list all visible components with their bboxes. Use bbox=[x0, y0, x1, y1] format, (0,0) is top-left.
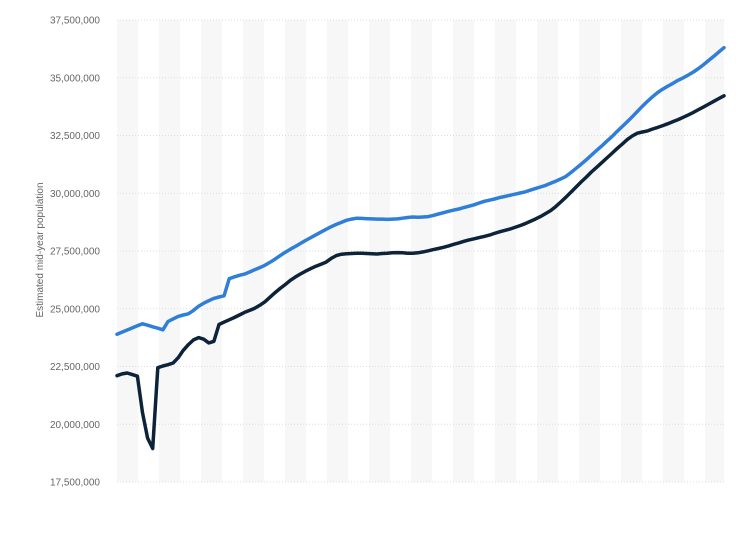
y-tick-label: 37,500,000 bbox=[50, 16, 100, 27]
y-tick-label: 20,000,000 bbox=[50, 420, 100, 431]
series-line-1 bbox=[115, 45, 726, 336]
y-tick-label: 22,500,000 bbox=[50, 362, 100, 373]
y-tick-label: 35,000,000 bbox=[50, 73, 100, 84]
y-tick-label: 32,500,000 bbox=[50, 131, 100, 142]
y-tick-label: 17,500,000 bbox=[50, 478, 100, 489]
series-lines bbox=[115, 45, 726, 451]
y-tick-label: 25,000,000 bbox=[50, 304, 100, 315]
y-axis-tick-labels: 17,500,000 20,000,000 22,500,000 25,000,000… bbox=[50, 16, 100, 489]
y-tick-label: 27,500,000 bbox=[50, 247, 100, 258]
y-tick-label: 30,000,000 bbox=[50, 189, 100, 200]
y-axis-title: Estimated mid-year population bbox=[35, 182, 46, 317]
series-line-2 bbox=[115, 94, 726, 451]
